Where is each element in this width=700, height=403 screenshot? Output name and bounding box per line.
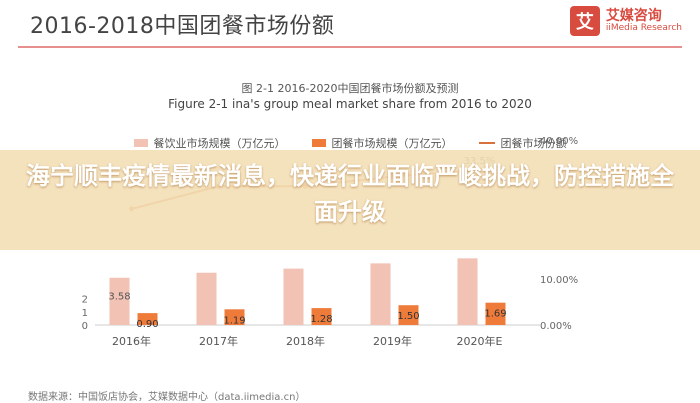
data-label-series2: 1.69 (484, 309, 506, 320)
logo-name-en: iiMedia Research (605, 22, 682, 33)
page-title: 2016-2018中国团餐市场份额 (30, 14, 335, 39)
data-label-series1: 3.58 (108, 292, 130, 303)
y-left-tick-label: 0 (82, 321, 88, 332)
legend-label-series1: 餐饮业市场规模（万亿元） (153, 137, 286, 150)
legend-item-series1: 餐饮业市场规模（万亿元） (133, 135, 286, 151)
legend-item-series2: 团餐市场规模（万亿元） (311, 135, 453, 151)
x-tick-label: 2020年E (457, 334, 503, 348)
legend-swatch-series3 (478, 142, 495, 144)
x-tick-label: 2017年 (199, 334, 238, 348)
data-label-series2: 0.90 (136, 319, 158, 330)
bar-series2 (485, 302, 506, 325)
y-left-tick-label: 2 (82, 295, 88, 306)
bar-series1 (283, 268, 304, 325)
legend-swatch-series2 (311, 139, 326, 147)
bar-series1 (457, 258, 478, 325)
y-right-tick-label: 40.00% (540, 136, 578, 147)
x-tick-label: 2019年 (373, 334, 412, 348)
y-right-tick-label: 0.00% (540, 321, 572, 332)
chart-legend: 餐饮业市场规模（万亿元） 团餐市场规模（万亿元） 团餐市场份额 (0, 135, 700, 151)
logo-text: 艾媒咨询 iiMedia Research (606, 9, 682, 33)
legend-label-series2: 团餐市场规模（万亿元） (331, 137, 453, 150)
y-left-tick-label: 1 (82, 308, 88, 319)
legend-item-series3: 团餐市场份额 (478, 135, 567, 151)
bar-series2 (311, 308, 332, 325)
x-tick-label: 2018年 (286, 334, 325, 348)
legend-swatch-series1 (133, 139, 148, 147)
title-divider (18, 46, 682, 48)
y-right-tick-label: 10.00% (540, 275, 578, 286)
logo-name-cn: 艾媒咨询 (605, 7, 662, 24)
brand-logo: 艾 艾媒咨询 iiMedia Research (569, 6, 682, 36)
data-label-series2: 1.28 (310, 314, 332, 325)
data-source-note: 数据来源：中国饭店协会，艾媒数据中心（data.iimedia.cn） (28, 392, 306, 403)
bar-series2 (398, 305, 419, 325)
bar-series1 (109, 277, 130, 325)
overlay-banner-text: 海宁顺丰疫情最新消息，快递行业面临严峻挑战，防控措施全面升级 (26, 162, 674, 226)
bar-series2 (224, 309, 245, 325)
bar-series1 (196, 272, 217, 325)
bar-series1 (370, 263, 391, 325)
figure-caption-en: Figure 2-1 ina's group meal market share… (168, 97, 532, 111)
overlay-banner (0, 150, 700, 250)
x-tick-label: 2016年 (112, 334, 151, 348)
legend-label-series3: 团餐市场份额 (500, 137, 567, 150)
data-label-series2: 1.19 (223, 315, 245, 326)
figure-caption-cn: 图 2-1 2016-2020中国团餐市场份额及预测 (241, 82, 459, 95)
logo-mark-icon: 艾 (569, 6, 600, 36)
data-label-series2: 1.50 (397, 311, 419, 322)
bar-series2 (137, 313, 158, 325)
